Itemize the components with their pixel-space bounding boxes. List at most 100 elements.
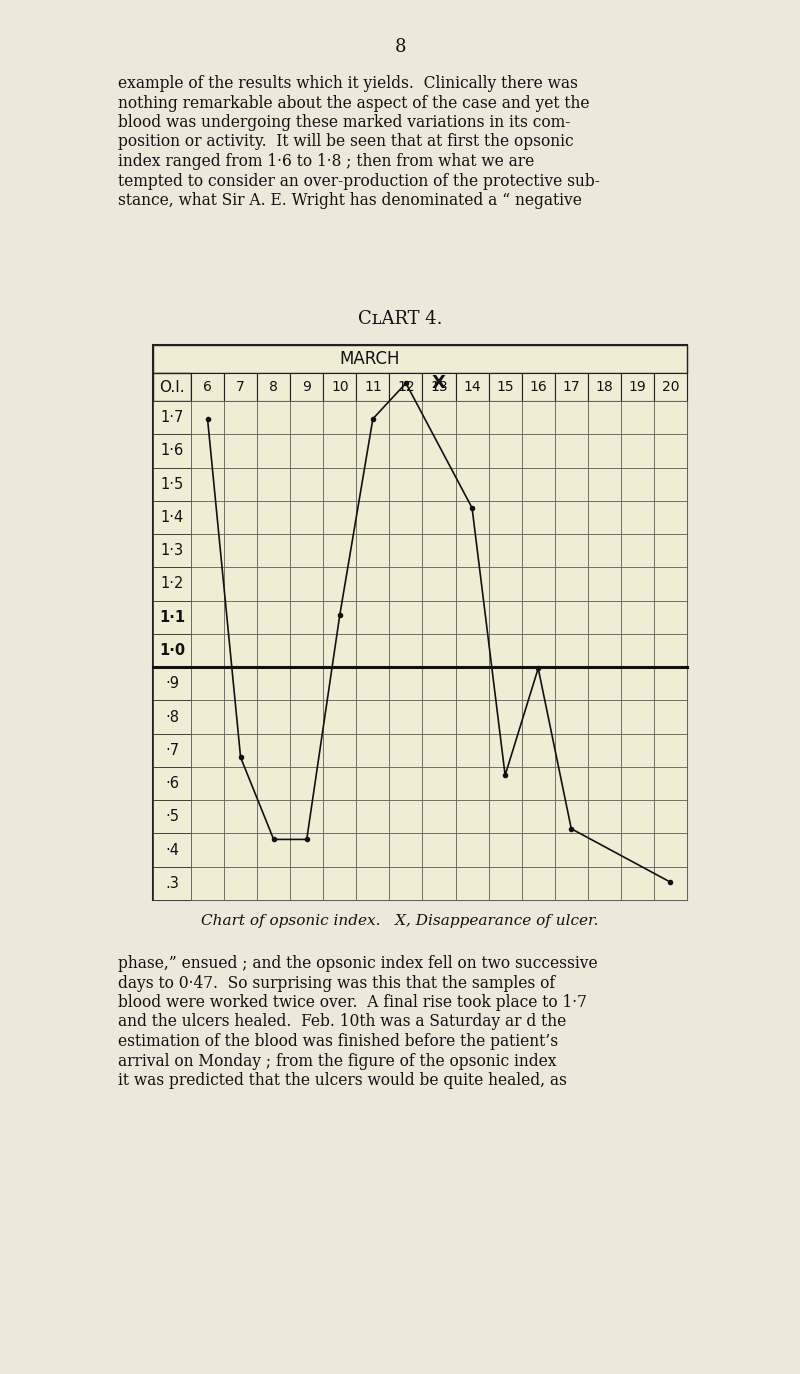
Bar [554,600,588,633]
Text: days to 0·47.  So surprising was this that the samples of: days to 0·47. So surprising was this tha… [118,974,555,992]
Bar [153,633,191,668]
Bar [356,633,390,668]
Bar [153,467,191,500]
Bar [522,534,554,567]
Bar [390,467,422,500]
Bar [455,372,489,401]
Bar [153,401,191,434]
Bar [588,834,621,867]
Bar [522,434,554,467]
Bar [153,534,191,567]
Bar [390,701,422,734]
Bar [455,401,489,434]
Bar [422,767,455,800]
Bar [621,372,654,401]
Bar [224,600,257,633]
Text: 1·7: 1·7 [160,409,184,425]
Bar [554,467,588,500]
Bar [257,767,290,800]
Bar [153,567,191,600]
Bar [554,567,588,600]
Bar [290,401,323,434]
Text: .3: .3 [165,875,179,890]
Bar [621,534,654,567]
Bar [588,600,621,633]
Bar [153,834,191,867]
Bar [422,372,455,401]
Bar [654,534,687,567]
Bar [191,734,224,767]
Text: 10: 10 [331,381,349,394]
Bar [191,401,224,434]
Bar [290,372,323,401]
Bar [390,867,422,900]
Bar [323,834,356,867]
Bar [489,500,522,534]
Bar [522,767,554,800]
Bar [621,434,654,467]
Text: ·8: ·8 [165,709,179,724]
Bar [153,734,191,767]
Bar [654,633,687,668]
Bar [654,701,687,734]
Bar [489,767,522,800]
Bar [588,767,621,800]
Bar [621,633,654,668]
Bar [522,467,554,500]
Text: 9: 9 [302,381,311,394]
Bar [224,800,257,834]
Bar [356,401,390,434]
Bar [356,534,390,567]
Bar [554,401,588,434]
Bar [621,668,654,701]
Bar [489,734,522,767]
Bar [323,767,356,800]
Bar [356,500,390,534]
Bar [257,567,290,600]
Bar [489,668,522,701]
Bar [654,800,687,834]
Bar [522,867,554,900]
Bar [356,467,390,500]
Text: 17: 17 [562,381,580,394]
Text: 8: 8 [394,38,406,56]
Bar [489,834,522,867]
Bar [323,800,356,834]
Bar [455,467,489,500]
Text: X: X [432,374,446,392]
Text: 1·6: 1·6 [160,444,184,459]
Bar [554,668,588,701]
Bar [522,600,554,633]
Bar [654,372,687,401]
Bar [422,633,455,668]
Bar [554,767,588,800]
Bar [191,534,224,567]
Bar [554,500,588,534]
Bar [489,600,522,633]
Bar [257,800,290,834]
Text: 1·2: 1·2 [160,577,184,591]
Bar [621,734,654,767]
Text: ·9: ·9 [165,676,179,691]
Bar [153,701,191,734]
Bar [621,834,654,867]
Bar [554,372,588,401]
Text: CʟART 4.: CʟART 4. [358,311,442,328]
Bar [522,834,554,867]
Text: ·7: ·7 [165,743,179,758]
Bar [422,401,455,434]
Bar [290,767,323,800]
Text: MARCH: MARCH [340,350,400,368]
Text: example of the results which it yields.  Clinically there was: example of the results which it yields. … [118,76,578,92]
Bar [257,372,290,401]
Bar [153,345,687,900]
Bar [323,668,356,701]
Bar [422,701,455,734]
Bar [621,600,654,633]
Bar [323,500,356,534]
Bar [356,567,390,600]
Text: 7: 7 [236,381,245,394]
Bar [588,633,621,668]
Bar [621,567,654,600]
Bar [654,668,687,701]
